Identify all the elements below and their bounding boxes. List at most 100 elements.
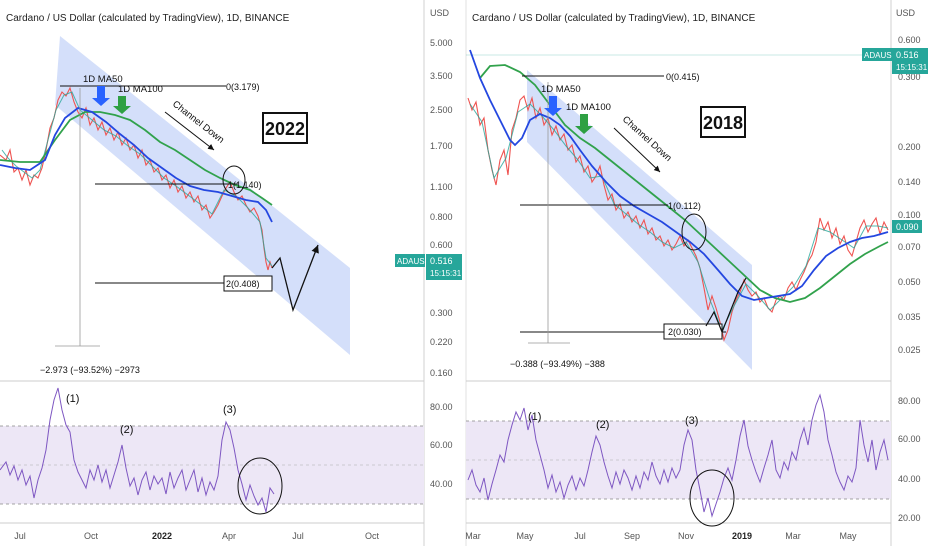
- right-price-text: 0.516: [896, 50, 919, 60]
- right-year-label: 2018: [703, 113, 743, 133]
- left-price-text: 0.516: [430, 256, 453, 266]
- right-time-tick-2: Jul: [574, 531, 586, 541]
- right-secondary-badge: [892, 220, 922, 233]
- left-price-axis: 5.000 3.500 2.500 1.700 1.100 0.800 0.600 0.300…: [430, 38, 453, 378]
- right-time-tick-6: Mar: [785, 531, 801, 541]
- left-price-tick-4: 1.100: [430, 182, 453, 192]
- left-price-tick-0: 5.000: [430, 38, 453, 48]
- right-time-tick-5: 2019: [732, 531, 752, 541]
- right-fib-1-label: 1(0.112): [668, 201, 701, 211]
- right-resistance-circle: [681, 213, 707, 251]
- right-trend-lines: [705, 277, 747, 334]
- left-chart-title: Cardano / US Dollar (calculated by Tradi…: [6, 13, 290, 24]
- left-rsi-label-2: (2): [120, 424, 133, 436]
- left-ma50-line: [0, 107, 273, 223]
- right-symbol-text: ADAUSD: [864, 51, 898, 60]
- right-ma50-line: [469, 49, 889, 301]
- left-projection-path: [271, 244, 319, 313]
- right-rsi-tick-2: 40.00: [898, 474, 921, 484]
- right-rsi-label-3: (3): [685, 415, 698, 427]
- right-rsi-label-2: (2): [596, 419, 609, 431]
- right-rsi-tick-3: 20.00: [898, 513, 921, 523]
- left-price-tick-6: 0.600: [430, 240, 453, 250]
- left-time-tick-1: Oct: [84, 531, 99, 541]
- left-rsi-circle: [237, 457, 283, 515]
- right-time-tick-3: Sep: [624, 531, 640, 541]
- right-price-tick-2: 0.200: [898, 142, 921, 152]
- right-rsi-line: [467, 393, 889, 518]
- right-price-axis: 0.600 0.300 0.200 0.140 0.100 0.070 0.050 0.035…: [898, 35, 921, 355]
- right-chart-title: Cardano / US Dollar (calculated by Tradi…: [472, 13, 756, 24]
- left-time-tick-5: Oct: [365, 531, 380, 541]
- right-symbol-badge: [862, 48, 892, 61]
- right-channel-down: [527, 70, 752, 370]
- left-ma100-label: 1D MA100: [118, 84, 163, 95]
- left-measure-label: −2.973 (−93.52%) −2973: [40, 365, 140, 375]
- left-rsi-label-3: (3): [223, 404, 236, 416]
- right-price-tick-1: 0.300: [898, 72, 921, 82]
- right-fib-2-label: 2(0.030): [668, 327, 702, 337]
- right-rsi-tick-1: 60.00: [898, 434, 921, 444]
- left-channel-arrow-icon: [164, 111, 215, 151]
- left-price-series: [0, 86, 273, 271]
- right-price-series: [467, 94, 889, 342]
- right-rsi-label-1: (1): [528, 411, 541, 423]
- left-price-tick-8: 0.220: [430, 337, 453, 347]
- left-rsi-tick-1: 60.00: [430, 440, 453, 450]
- left-time-tick-4: Jul: [292, 531, 304, 541]
- left-rsi-axis: 80.00 60.00 40.00: [430, 402, 453, 489]
- right-price-tick-6: 0.050: [898, 277, 921, 287]
- left-rsi-line: [0, 387, 275, 513]
- left-time-tick-3: Apr: [222, 531, 236, 541]
- right-currency-label: USD: [896, 8, 916, 18]
- left-price-tick-7: 0.300: [430, 308, 453, 318]
- right-rsi-circle: [689, 469, 735, 527]
- left-ma100-arrow-icon: [113, 96, 131, 114]
- right-ma50-label: 1D MA50: [541, 84, 581, 95]
- right-rsi-tick-0: 80.00: [898, 396, 921, 406]
- left-currency-label: USD: [430, 8, 450, 18]
- right-ma100-arrow-icon: [575, 114, 593, 134]
- right-price-tick-4: 0.100: [898, 210, 921, 220]
- right-price-time: 15:15:31: [896, 63, 928, 72]
- left-channel-down: [55, 36, 350, 355]
- right-price-tick-0: 0.600: [898, 35, 921, 45]
- right-year-box: [700, 106, 746, 138]
- left-price-tick-1: 3.500: [430, 71, 453, 81]
- right-price-tick-7: 0.035: [898, 312, 921, 322]
- right-price-tick-8: 0.025: [898, 345, 921, 355]
- left-year-box: [262, 112, 308, 144]
- right-time-axis: Mar May Jul Sep Nov 2019 Mar May: [465, 531, 857, 541]
- right-ma50-arrow-icon: [544, 96, 562, 116]
- left-time-tick-2: 2022: [152, 531, 172, 541]
- left-rsi-label-1: (1): [66, 393, 79, 405]
- right-channel-arrow-icon: [613, 127, 661, 173]
- right-fib-0-label: 0(0.415): [666, 72, 700, 82]
- left-rsi-tick-2: 40.00: [430, 479, 453, 489]
- left-year-label: 2022: [265, 119, 305, 139]
- left-price-tick-3: 1.700: [430, 141, 453, 151]
- left-price-time: 15:15:31: [430, 269, 462, 278]
- left-symbol-text: ADAUSD: [397, 257, 431, 266]
- right-chart: 0(0.415) 1(0.112) 2(0.030) −0.388 (−93.4…: [465, 0, 928, 546]
- left-ma50-label: 1D MA50: [83, 74, 123, 85]
- right-time-tick-7: May: [839, 531, 857, 541]
- right-price-badge: [892, 48, 928, 74]
- right-measure-label: −0.388 (−93.49%) −388: [510, 359, 605, 369]
- right-time-tick-0: Mar: [465, 531, 481, 541]
- left-fib-2-label: 2(0.408): [226, 279, 260, 289]
- left-chart: 0(3.179) 1(1.140) 2(0.408) −2.973 (−93.5…: [0, 0, 462, 546]
- right-price-tick-5: 0.070: [898, 242, 921, 252]
- left-time-axis: Jul Oct 2022 Apr Jul Oct: [14, 531, 379, 541]
- left-fib-2-box: [223, 275, 273, 292]
- left-price-badge: [426, 254, 462, 280]
- right-time-tick-1: May: [516, 531, 534, 541]
- left-price-tick-2: 2.500: [430, 105, 453, 115]
- left-fib-0-label: 0(3.179): [226, 82, 260, 92]
- right-ma100-label: 1D MA100: [566, 102, 611, 113]
- left-symbol-badge: [395, 254, 425, 267]
- right-time-tick-4: Nov: [678, 531, 695, 541]
- left-price-tick-9: 0.160: [430, 368, 453, 378]
